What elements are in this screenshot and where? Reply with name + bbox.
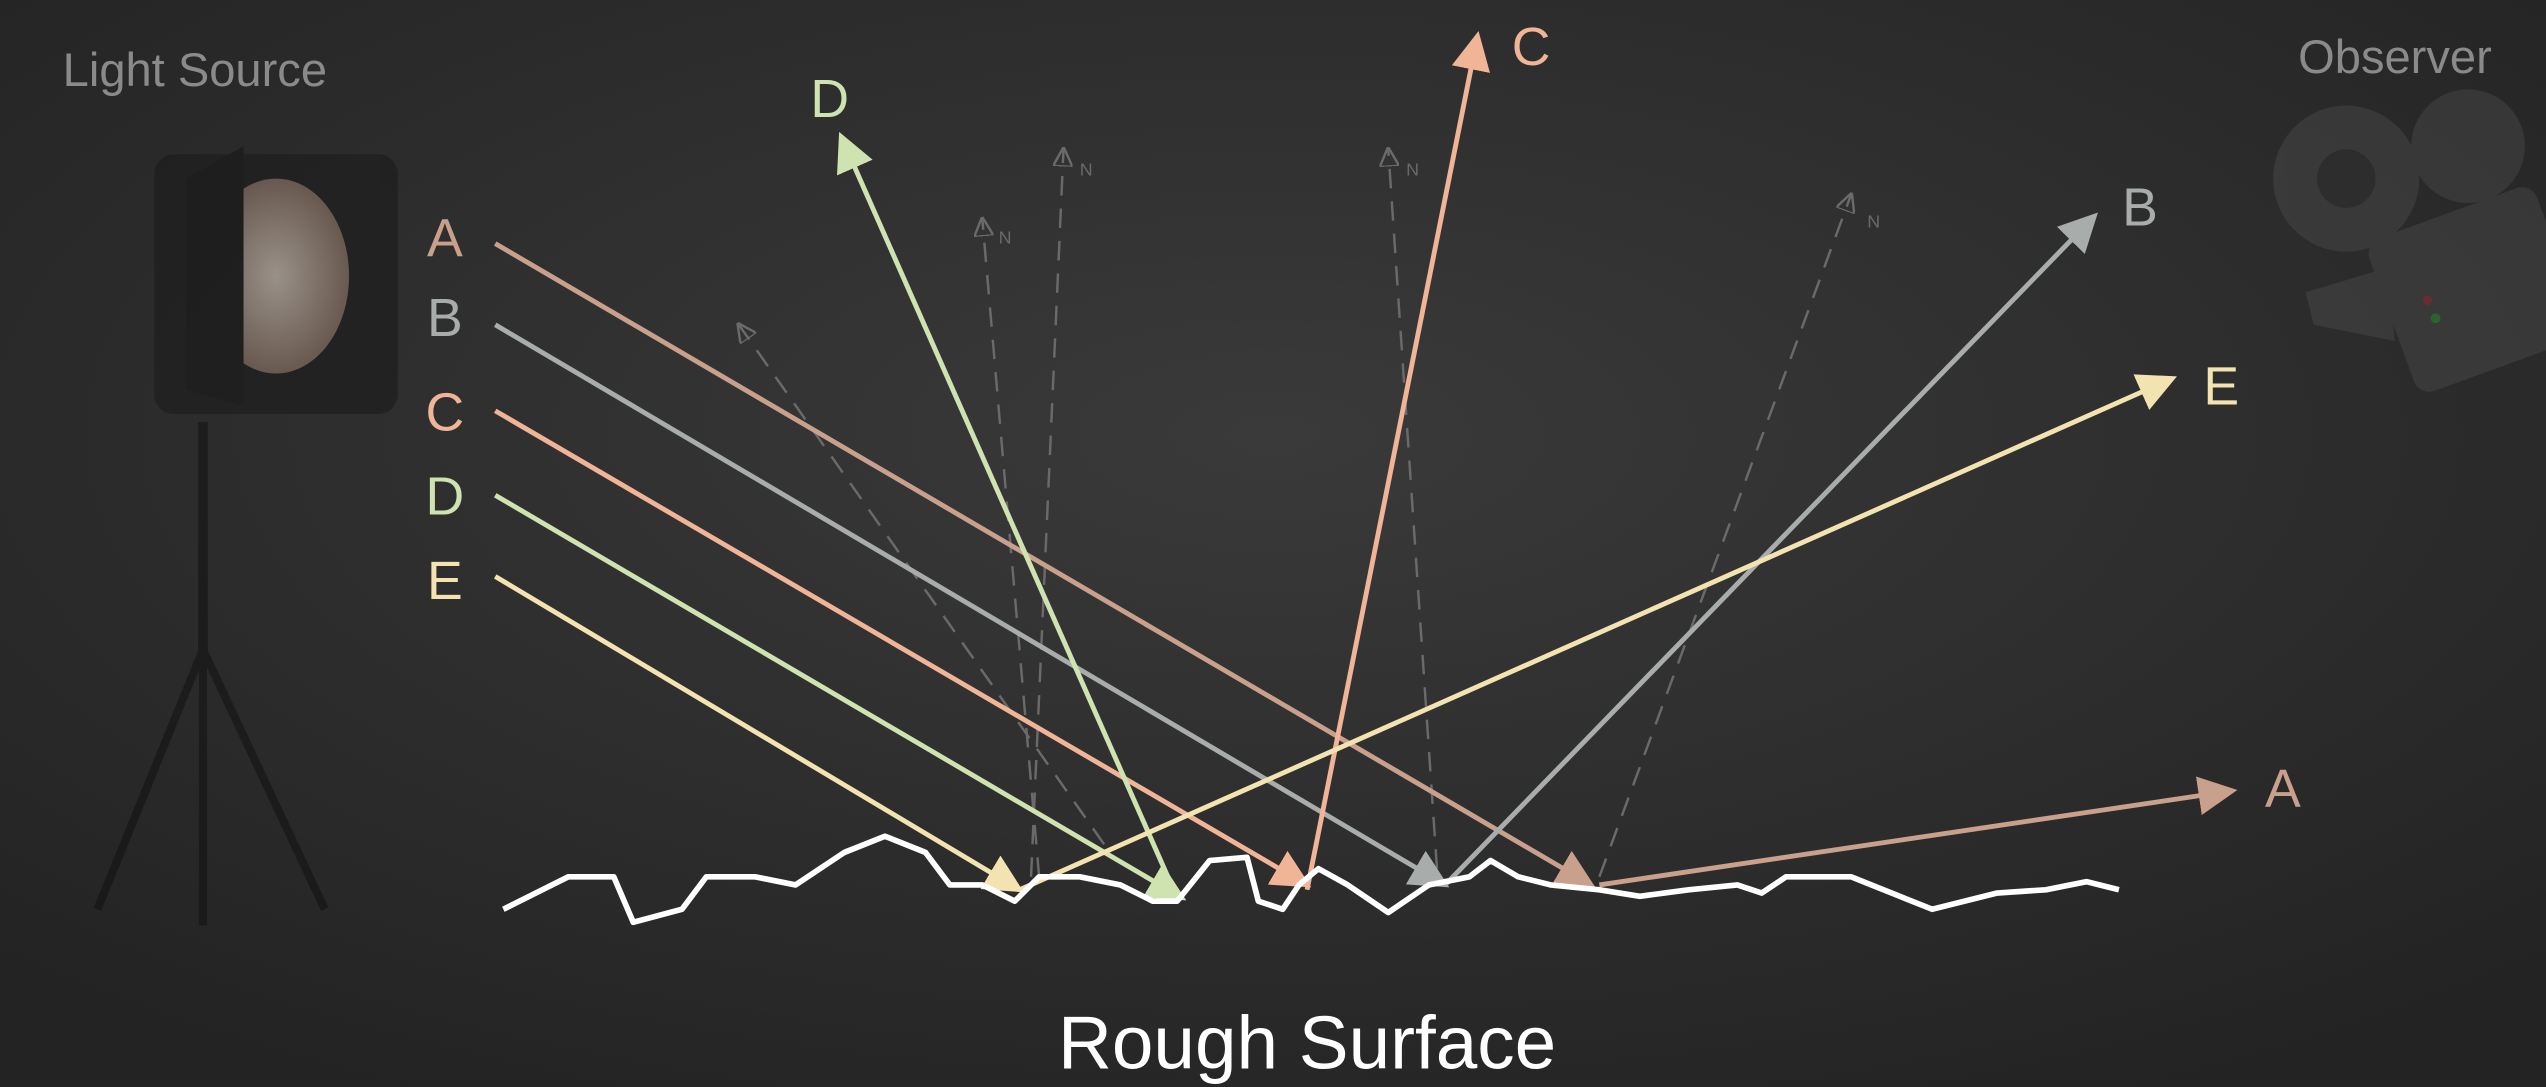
observer-label: Observer [2298, 30, 2492, 83]
caption: Rough Surface [1058, 1000, 1556, 1084]
reflected-label: A [2265, 759, 2301, 819]
reflected-label: C [1512, 17, 1551, 77]
incoming-label: C [426, 382, 465, 442]
reflected-label: E [2203, 356, 2239, 416]
incoming-label: A [427, 209, 463, 269]
normal-label: N [1406, 159, 1419, 179]
light-source-label: Light Source [63, 43, 327, 96]
page: N N N N Light Source Observer A B C D E … [0, 0, 2546, 1087]
incoming-label: E [427, 551, 463, 611]
incoming-label: B [427, 288, 463, 348]
diagram: N N N N Light Source Observer A B C D E … [0, 0, 2546, 1087]
normal-label: N [1080, 159, 1093, 179]
normal-label: N [999, 228, 1012, 248]
normal-label: N [1867, 211, 1880, 231]
reflected-label: B [2122, 178, 2158, 238]
incoming-label: D [426, 467, 465, 527]
reflected-label: D [810, 69, 849, 129]
